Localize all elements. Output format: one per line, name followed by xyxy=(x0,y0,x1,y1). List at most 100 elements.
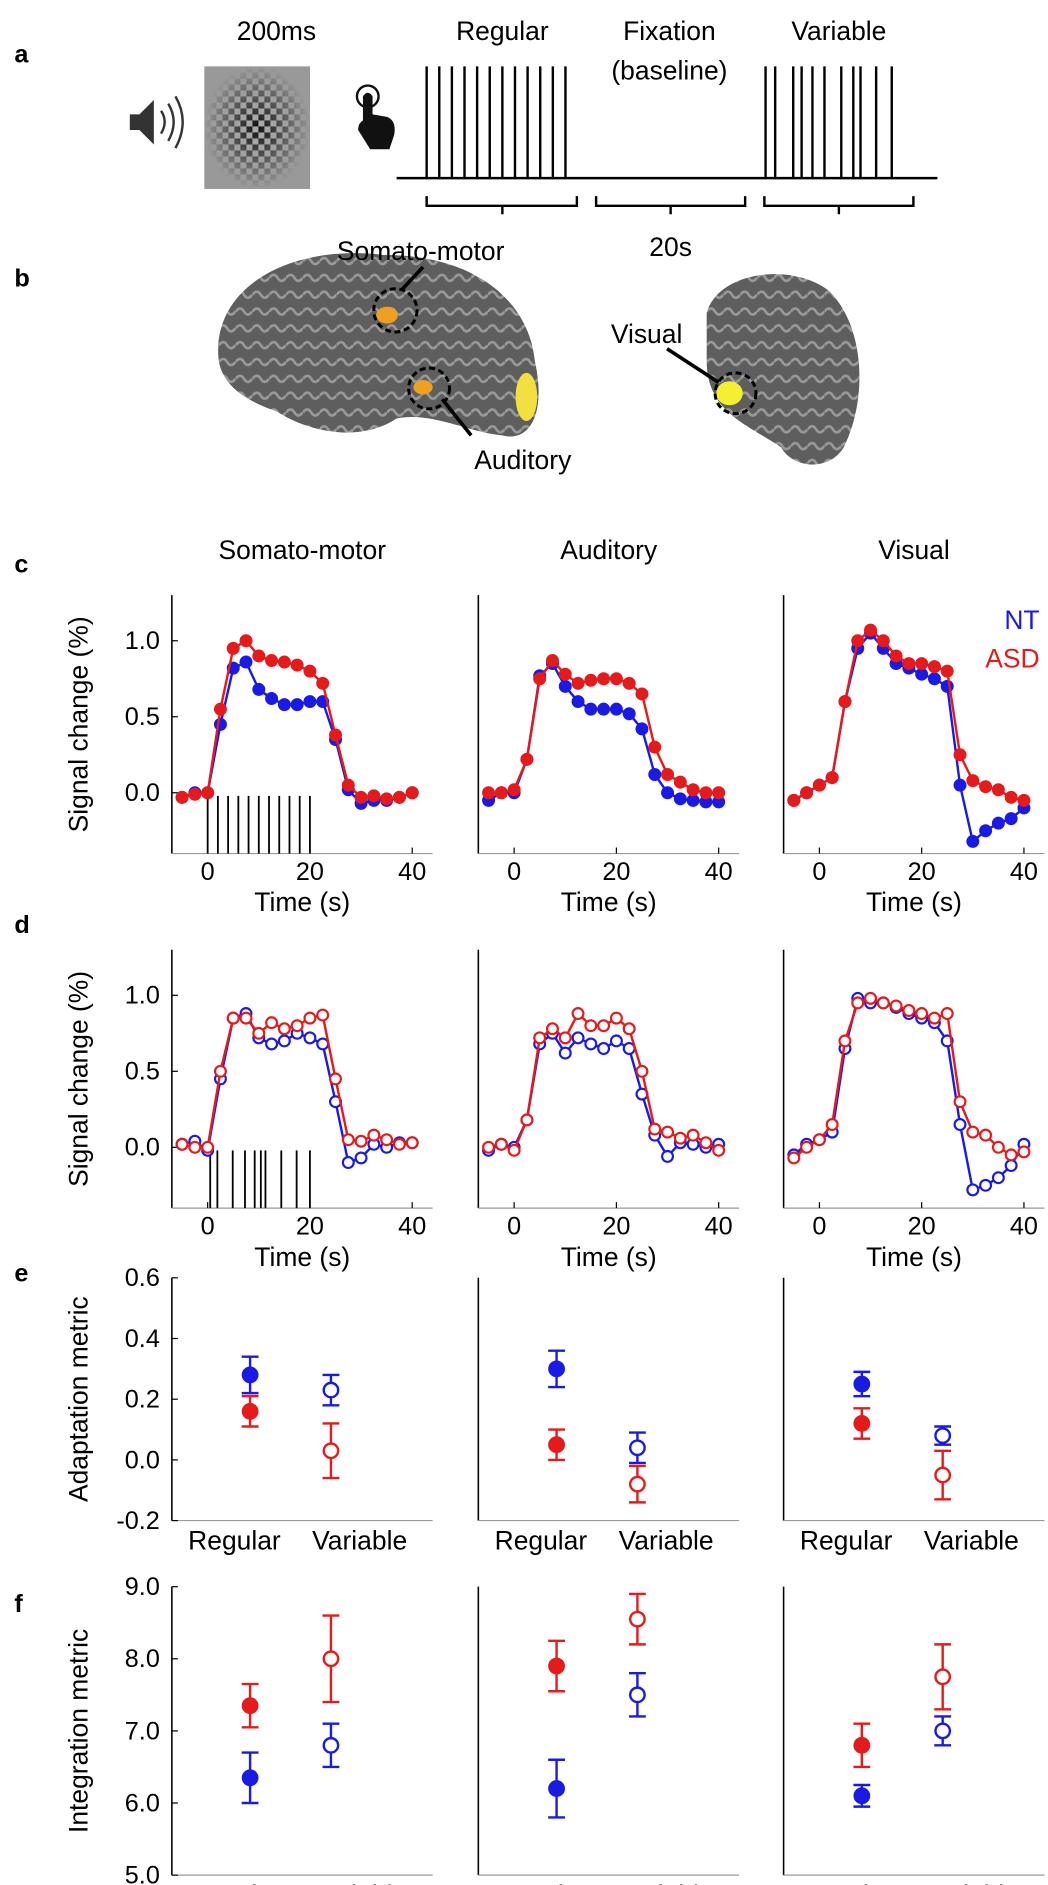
data-point xyxy=(367,1128,381,1142)
fixation-note: (baseline) xyxy=(611,56,727,86)
data-point xyxy=(609,1011,623,1025)
data-point xyxy=(175,790,189,804)
data-point xyxy=(609,702,623,716)
activation xyxy=(515,372,538,421)
chart: 5.0 6.0 7.0 8.0 9.0 Integration metric Regular… xyxy=(64,1573,433,1885)
data-point xyxy=(252,1026,266,1040)
data-point xyxy=(303,695,317,709)
y-tick-label: 0.6 xyxy=(125,1264,160,1292)
x-tick-label: Regular xyxy=(800,1880,893,1885)
brackets xyxy=(425,196,915,215)
data-point xyxy=(853,1787,871,1805)
x-tick-label: Variable xyxy=(619,1880,714,1885)
y-tick-label: 7.0 xyxy=(125,1717,160,1745)
panel-label: c xyxy=(14,550,28,578)
data-point xyxy=(213,702,227,716)
data-point xyxy=(934,1427,952,1445)
data-point xyxy=(303,1031,317,1045)
data-point xyxy=(329,1072,342,1086)
x-tick-label: 20 xyxy=(602,1213,630,1241)
data-point xyxy=(934,1722,952,1740)
y-axis-label: Signal change (%) xyxy=(64,971,94,1187)
data-point xyxy=(953,1095,967,1109)
y-tick-label: 0.0 xyxy=(125,779,160,807)
data-point xyxy=(548,1780,565,1798)
data-point xyxy=(584,1019,598,1033)
variable-label: Variable xyxy=(791,16,886,46)
data-point xyxy=(322,1442,340,1460)
data-point xyxy=(934,1668,952,1686)
y-axis-label: Adaptation metric xyxy=(64,1296,94,1502)
panel-label: e xyxy=(14,1259,28,1287)
data-point xyxy=(953,748,967,762)
y-tick-label: 0.5 xyxy=(125,1058,160,1086)
data-point xyxy=(277,655,291,669)
data-point xyxy=(241,1769,259,1787)
series-line xyxy=(793,996,1025,1192)
data-point xyxy=(648,740,662,754)
x-tick-label: Regular xyxy=(495,1880,588,1885)
data-point xyxy=(787,793,801,807)
data-point xyxy=(609,672,623,686)
data-point xyxy=(787,1151,801,1165)
x-tick-label: 40 xyxy=(1010,1213,1038,1241)
data-point xyxy=(354,1134,368,1148)
data-point xyxy=(316,1037,330,1051)
data-point xyxy=(584,702,598,716)
data-point xyxy=(712,786,726,800)
data-point xyxy=(290,698,304,712)
data-point xyxy=(966,834,980,848)
panel-labels: a b c d e f xyxy=(14,41,29,1618)
data-point xyxy=(940,664,954,678)
roi-circle xyxy=(407,366,451,411)
x-axis-label: Time (s) xyxy=(254,887,350,917)
data-point xyxy=(241,1366,259,1384)
data-point xyxy=(571,676,585,690)
data-point xyxy=(558,679,572,693)
data-point xyxy=(241,1402,259,1420)
data-point xyxy=(354,790,368,804)
y-tick-label: 5.0 xyxy=(125,1862,160,1885)
data-point xyxy=(673,775,687,789)
data-point xyxy=(571,1007,585,1021)
connector xyxy=(401,265,720,437)
hand-icon xyxy=(355,84,395,150)
data-point xyxy=(201,786,215,800)
data-point xyxy=(239,634,253,648)
variable-ticks xyxy=(764,66,893,179)
data-point xyxy=(354,1151,368,1165)
data-point xyxy=(838,695,852,709)
y-tick-label: 0.0 xyxy=(125,1134,160,1162)
y-tick-label: 8.0 xyxy=(125,1645,160,1673)
data-point xyxy=(934,1466,952,1484)
roi-label: Visual xyxy=(611,319,683,349)
chart: Regular Variable xyxy=(477,1277,740,1555)
data-point xyxy=(629,1475,646,1493)
data-point xyxy=(290,1019,304,1033)
data-point xyxy=(405,1136,419,1150)
data-point xyxy=(241,1697,259,1715)
data-point xyxy=(316,676,330,690)
data-point xyxy=(712,1143,726,1157)
data-point xyxy=(889,649,903,663)
x-tick-label: Regular xyxy=(188,1525,281,1555)
data-point xyxy=(699,786,713,800)
y-tick-label: 0.2 xyxy=(125,1386,160,1414)
data-point xyxy=(979,780,993,794)
data-point xyxy=(290,658,304,672)
data-point xyxy=(648,1122,662,1136)
chart: -0.2 0.0 0.2 0.4 0.6 Adaptation metric Regular… xyxy=(64,1264,433,1555)
data-point xyxy=(800,1140,814,1154)
data-point xyxy=(405,786,419,800)
y-tick-label: -0.2 xyxy=(116,1507,159,1535)
chart: Visual 0 20 40 Time (s) NT ASD xyxy=(782,535,1045,917)
data-point xyxy=(635,1064,649,1078)
data-point xyxy=(265,654,279,668)
data-point xyxy=(927,660,941,674)
data-point xyxy=(673,792,687,806)
data-point xyxy=(548,1657,565,1675)
data-point xyxy=(303,1011,317,1025)
data-point xyxy=(927,672,941,686)
data-point xyxy=(609,1034,623,1048)
